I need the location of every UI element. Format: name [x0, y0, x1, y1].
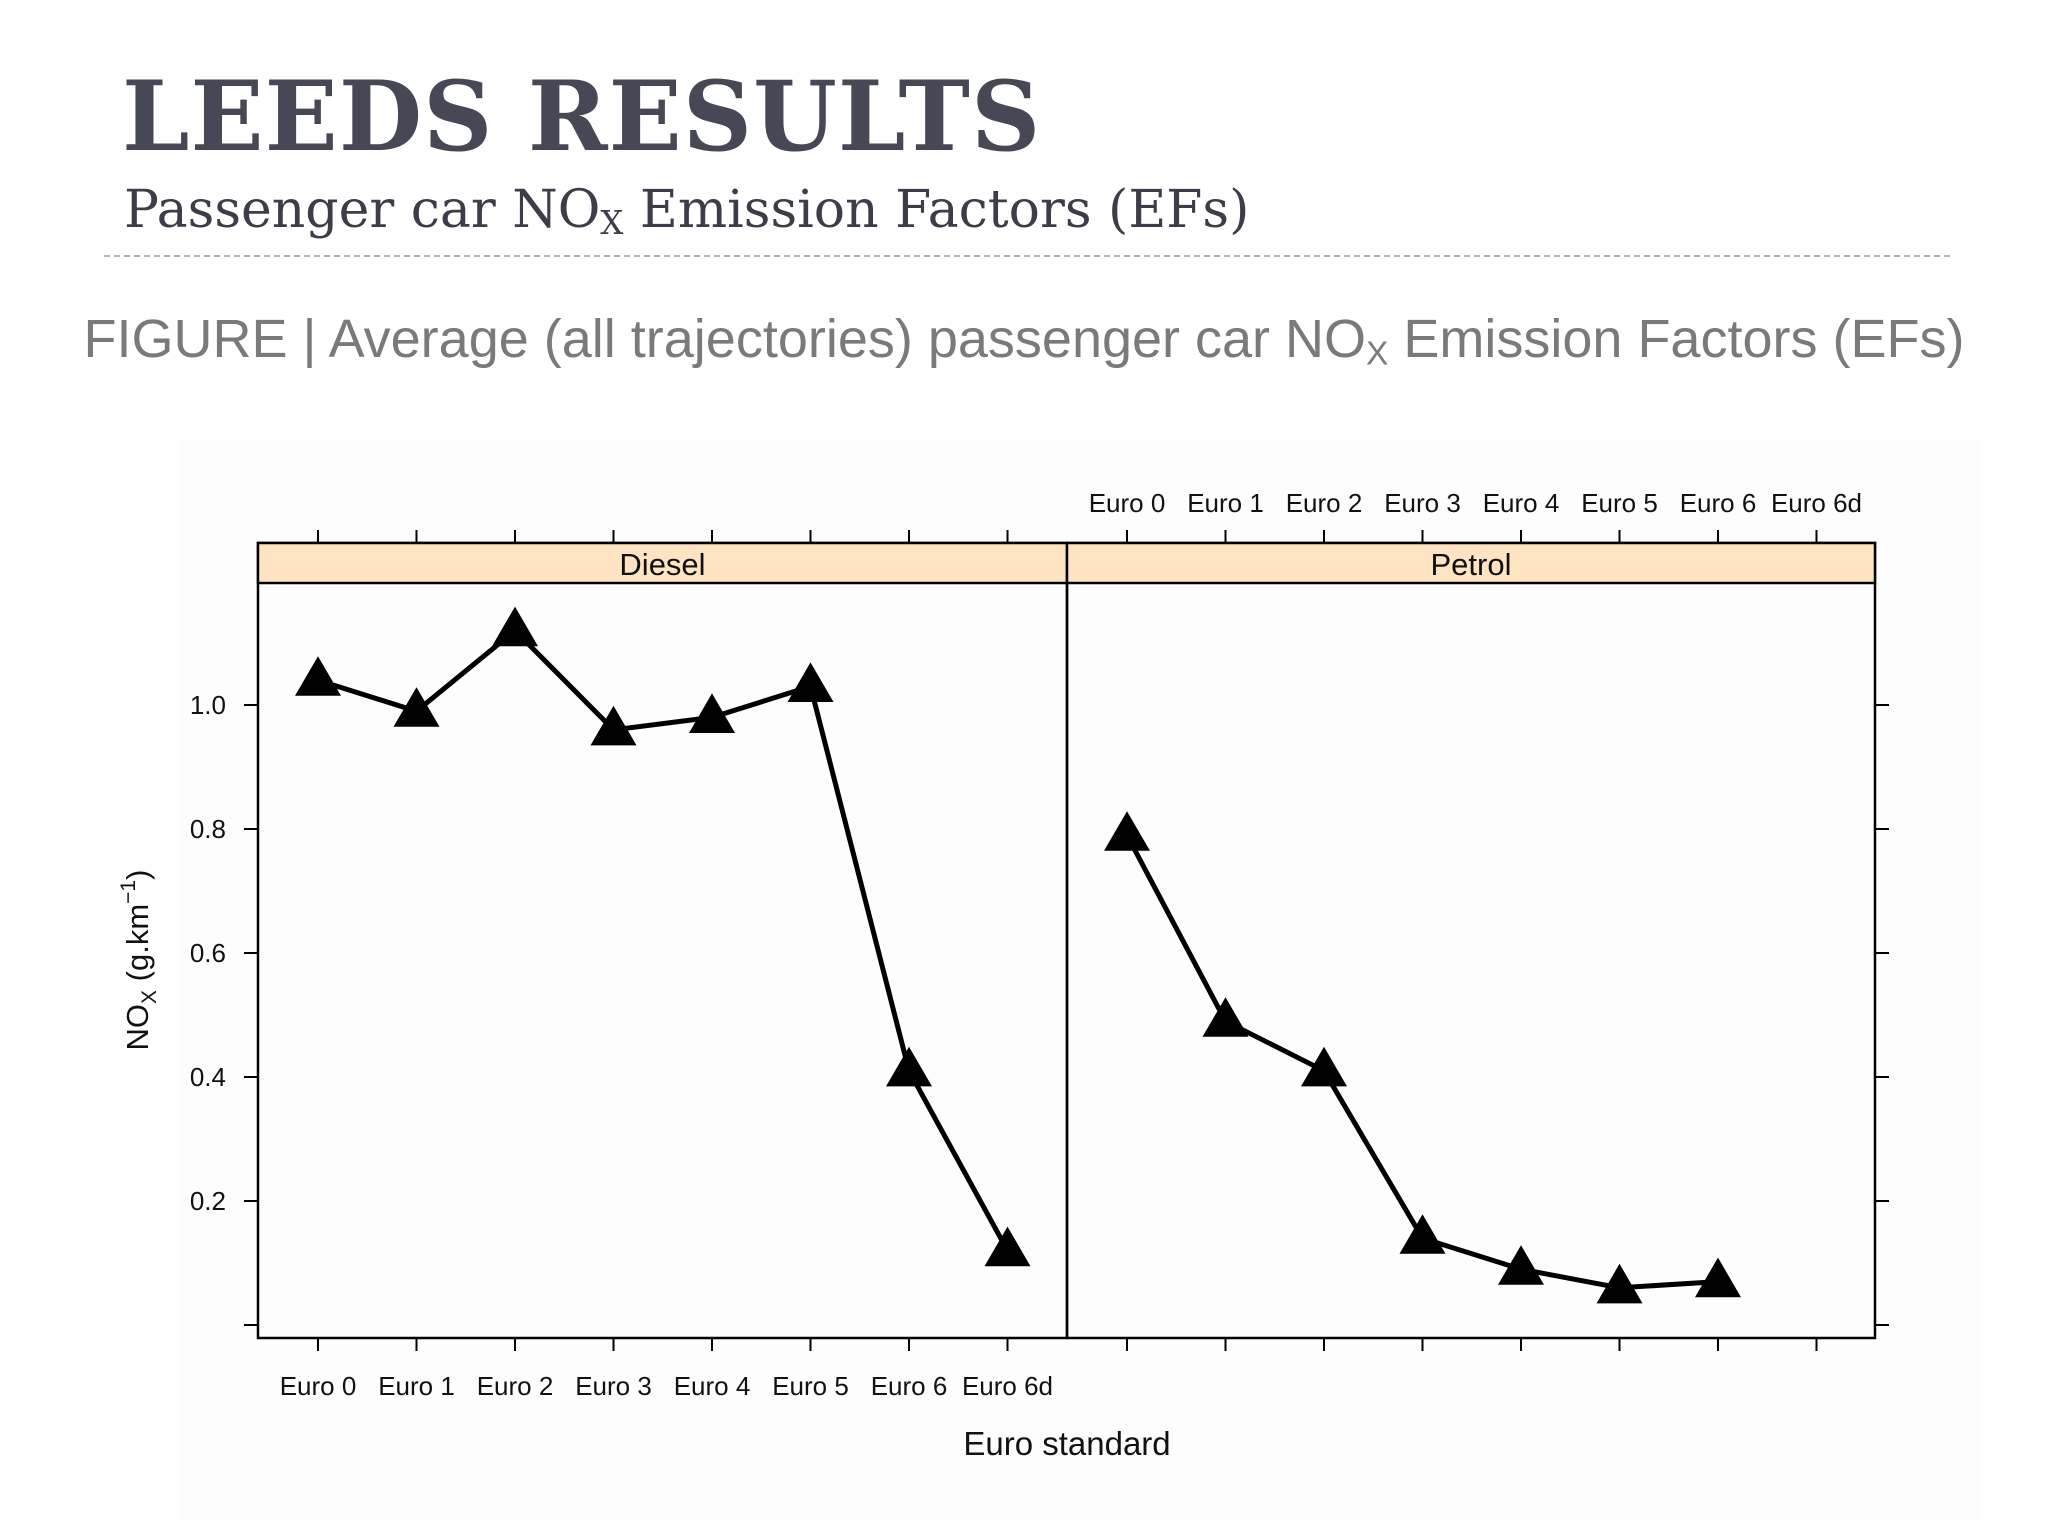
x-tick-label-bottom: Euro 5	[772, 1371, 849, 1401]
y-tick-label: 0.2	[190, 1186, 226, 1216]
x-tick-label-bottom: Euro 3	[575, 1371, 652, 1401]
y-tick-label: 0.6	[190, 938, 226, 968]
data-point-petrol	[1596, 1263, 1643, 1304]
data-point-diesel	[689, 693, 735, 733]
slide-title: LEEDS RESULTS	[122, 60, 1042, 173]
subtitle-rest: Emission Factors (EFs)	[623, 180, 1250, 240]
chart-background	[178, 440, 1978, 1520]
y-axis-label-end: )	[120, 870, 155, 880]
data-point-diesel	[590, 705, 637, 746]
y-axis-label: NOX (g.km−1)	[117, 870, 161, 1051]
x-tick-label-top: Euro 5	[1581, 488, 1658, 518]
x-tick-label-top: Euro 6	[1680, 488, 1757, 518]
caption-subscript: X	[1366, 335, 1389, 373]
data-point-petrol	[1104, 811, 1150, 851]
caption-rest: Emission Factors (EFs)	[1388, 309, 1965, 369]
figure-caption-box: FIGURE | Average (all trajectories) pass…	[60, 300, 1988, 418]
data-point-diesel	[295, 656, 341, 696]
slide-subtitle: Passenger car NOX Emission Factors (EFs)	[124, 178, 1249, 255]
data-point-petrol	[1399, 1214, 1446, 1254]
x-tick-label-top: Euro 3	[1384, 488, 1461, 518]
x-axis-label: Euro standard	[963, 1425, 1170, 1462]
y-tick-label: 1.0	[190, 690, 226, 720]
x-tick-label-top: Euro 6d	[1771, 488, 1862, 518]
y-axis-label-main: NO	[120, 1004, 155, 1051]
data-point-petrol	[1301, 1046, 1347, 1087]
x-tick-label-bottom: Euro 4	[674, 1371, 751, 1401]
strip-label-petrol: Petrol	[1431, 547, 1512, 582]
y-axis-label-sub: X	[138, 990, 161, 1004]
x-tick-label-top: Euro 2	[1286, 488, 1363, 518]
x-tick-label-top: Euro 1	[1187, 488, 1264, 518]
subtitle-main: Passenger car NO	[124, 180, 601, 240]
strip-petrol	[1065, 541, 1877, 585]
x-tick-label-bottom: Euro 6	[871, 1371, 948, 1401]
data-point-petrol	[1498, 1245, 1544, 1285]
data-point-petrol	[1695, 1257, 1741, 1298]
y-axis-label-rest: (g.km	[120, 904, 155, 990]
x-tick-label-bottom: Euro 2	[477, 1371, 554, 1401]
y-tick-label: 0.4	[190, 1062, 226, 1092]
series-line-diesel	[317, 628, 1010, 1252]
data-point-diesel	[886, 1046, 932, 1087]
chart-layer: Diesel Petrol Euro 0 Euro 0 Euro 1 Euro 1 Euro…	[117, 488, 1889, 1462]
caption-main: FIGURE | Average (all trajectories) pass…	[83, 309, 1367, 369]
figure-caption: FIGURE | Average (all trajectories) pass…	[60, 300, 1988, 393]
subtitle-subscript: X	[600, 204, 624, 243]
x-tick-label-bottom: Euro 0	[280, 1371, 357, 1401]
title-divider	[104, 255, 1950, 257]
data-point-petrol	[1202, 997, 1249, 1037]
x-tick-label-bottom: Euro 6d	[962, 1371, 1053, 1401]
x-tick-label-top: Euro 0	[1089, 488, 1166, 518]
y-axis-label-sup: −1	[117, 880, 140, 904]
data-point-diesel	[984, 1226, 1031, 1267]
data-point-diesel	[787, 662, 834, 702]
data-point-diesel	[393, 687, 440, 727]
x-tick-label-top: Euro 4	[1483, 488, 1560, 518]
data-point-diesel	[492, 606, 538, 647]
y-tick-label: 0.8	[190, 814, 226, 844]
x-tick-label-bottom: Euro 1	[378, 1371, 455, 1401]
strip-label-diesel: Diesel	[619, 547, 705, 582]
